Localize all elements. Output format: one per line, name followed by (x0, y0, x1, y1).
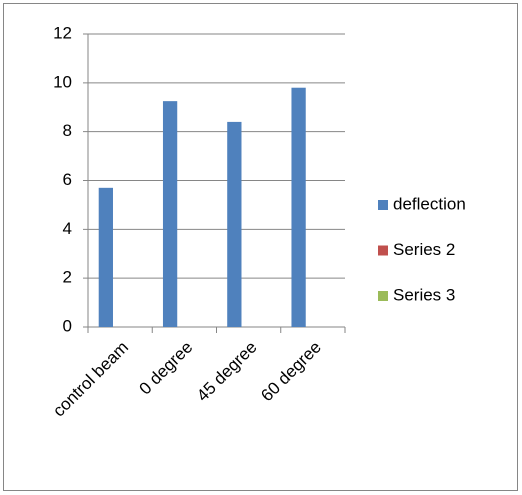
y-tick-label: 2 (63, 268, 72, 287)
legend-label: Series 2 (393, 240, 455, 259)
legend-label: deflection (393, 194, 466, 213)
y-tick-label: 10 (53, 72, 72, 91)
legend-swatch (378, 245, 388, 256)
bar (162, 101, 178, 327)
y-tick-label: 8 (63, 121, 72, 140)
bar (98, 187, 113, 327)
y-tick-label: 6 (63, 170, 72, 189)
chart-border (3, 3, 518, 491)
legend-label: Series 3 (393, 285, 455, 304)
y-tick-label: 4 (63, 219, 72, 238)
bar (227, 121, 242, 328)
y-tick-label: 12 (53, 23, 72, 42)
bar (291, 87, 306, 327)
y-tick-label: 0 (63, 316, 72, 335)
legend-swatch (378, 200, 388, 210)
legend-swatch (378, 291, 388, 301)
